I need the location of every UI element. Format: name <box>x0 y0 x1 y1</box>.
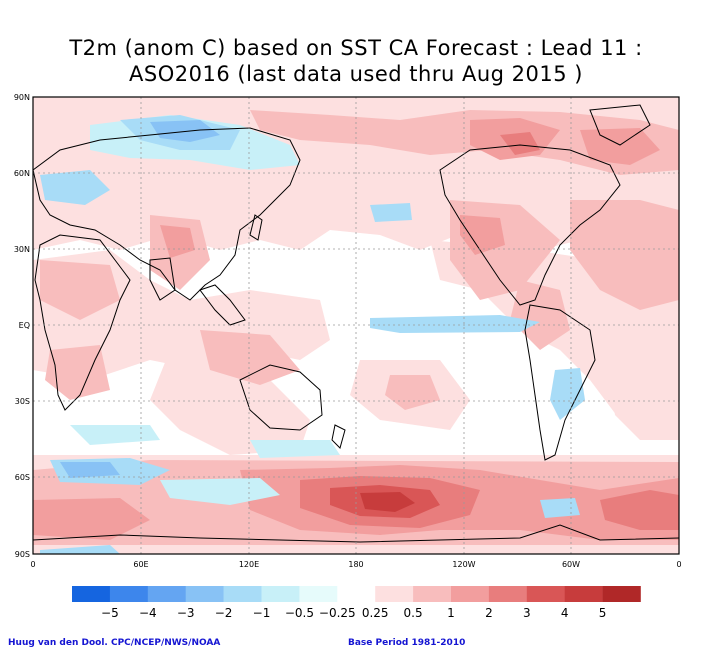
anomaly-region <box>60 462 120 478</box>
graticule <box>33 97 679 554</box>
colorbar-swatch <box>299 586 338 602</box>
anomaly-region <box>600 490 679 530</box>
colorbar: −5 −4 −3 −2 −1 −0.5 −0.25 0.25 0.5 1 2 3 4 5 <box>72 586 641 620</box>
anomaly-region <box>45 345 110 400</box>
colorbar-swatch <box>564 586 603 602</box>
lat-label-30n: 30N <box>14 245 30 254</box>
colorbar-swatch <box>147 586 186 602</box>
colorbar-label: −5 <box>101 606 119 620</box>
map-frame <box>32 96 680 555</box>
anomaly-region <box>160 478 280 505</box>
anomaly-region <box>250 110 679 175</box>
coastline-south-america <box>524 304 596 461</box>
coastline-eurasia <box>33 127 301 301</box>
lon-label-60e: 60E <box>133 560 148 569</box>
anomaly-region <box>40 545 120 554</box>
coastline-antarctica <box>33 524 679 543</box>
anomaly-region <box>550 368 585 420</box>
lat-label-90n: 90N <box>14 93 30 102</box>
colorbar-label: 5 <box>599 606 607 620</box>
base-period-text: Base Period 1981-2010 <box>348 638 466 648</box>
colorbar-swatch <box>185 586 224 602</box>
colorbar-label: −2 <box>215 606 233 620</box>
anomaly-region <box>610 370 679 440</box>
coastline-new-zealand <box>331 424 346 449</box>
lon-label-120w: 120W <box>452 560 475 569</box>
anomaly-region <box>370 315 540 333</box>
anomaly-region <box>200 330 300 385</box>
lon-label-0: 0 <box>30 560 35 569</box>
lat-label-60s: 60S <box>15 473 30 482</box>
colorbar-swatch <box>72 586 111 602</box>
anomaly-region <box>40 170 110 205</box>
colorbar-label: 0.25 <box>362 606 389 620</box>
lon-label-180: 180 <box>348 560 363 569</box>
colorbar-swatch <box>337 586 376 602</box>
anomaly-region <box>370 203 412 222</box>
coastline-africa <box>34 234 131 411</box>
anomaly-region <box>70 425 160 445</box>
anomaly-region <box>460 215 505 255</box>
colorbar-label: 1 <box>447 606 455 620</box>
coastline-japan <box>249 214 263 241</box>
colorbar-label: −0.5 <box>285 606 314 620</box>
colorbar-label: −4 <box>139 606 157 620</box>
colorbar-swatch <box>109 586 149 602</box>
colorbar-label: 4 <box>561 606 569 620</box>
colorbar-swatch <box>488 586 528 602</box>
colorbar-label: −0.25 <box>319 606 356 620</box>
credit-text: Huug van den Dool. CPC/NCEP/NWS/NOAA <box>8 638 221 648</box>
anomaly-region <box>360 492 415 512</box>
colorbar-label: 3 <box>523 606 531 620</box>
colorbar-swatch <box>413 586 452 602</box>
colorbar-label: −3 <box>177 606 195 620</box>
lon-label-120e: 120E <box>239 560 259 569</box>
colorbar-swatch <box>451 586 490 602</box>
anomaly-region <box>40 260 120 320</box>
anomaly-region <box>33 498 150 540</box>
lon-label-0-east: 0 <box>676 560 681 569</box>
anomaly-region <box>150 350 310 455</box>
anomaly-region <box>160 225 195 258</box>
coastline-southeast-asia <box>199 284 246 326</box>
lat-label-30s: 30S <box>15 397 30 406</box>
colorbar-label: 2 <box>485 606 493 620</box>
anomaly-region <box>500 132 540 155</box>
coastline-north-america <box>439 144 621 306</box>
map-title-line-1: T2m (anom C) based on SST CA Forecast : … <box>69 36 643 60</box>
colorbar-swatch <box>261 586 300 602</box>
lat-label-90s: 90S <box>15 550 30 559</box>
map-title-line-2: ASO2016 (last data used thru Aug 2015 ) <box>129 62 583 86</box>
colorbar-swatch <box>526 586 565 602</box>
lon-label-60w: 60W <box>562 560 580 569</box>
colorbar-swatch <box>223 586 262 602</box>
colorbar-swatch <box>375 586 414 602</box>
anomaly-region <box>570 200 679 310</box>
lat-label-60n: 60N <box>14 169 30 178</box>
coastline-australia <box>239 364 323 431</box>
colorbar-swatch <box>602 586 641 602</box>
anomaly-region <box>540 498 580 518</box>
anomaly-region <box>580 128 660 165</box>
coastlines <box>33 104 679 543</box>
lat-label-eq: EQ <box>19 321 30 330</box>
coastline-india <box>149 257 176 301</box>
coastline-greenland <box>589 104 651 146</box>
anomaly-region <box>250 440 340 458</box>
anomaly-field <box>33 97 679 554</box>
colorbar-label: −1 <box>253 606 271 620</box>
colorbar-label: 0.5 <box>404 606 423 620</box>
